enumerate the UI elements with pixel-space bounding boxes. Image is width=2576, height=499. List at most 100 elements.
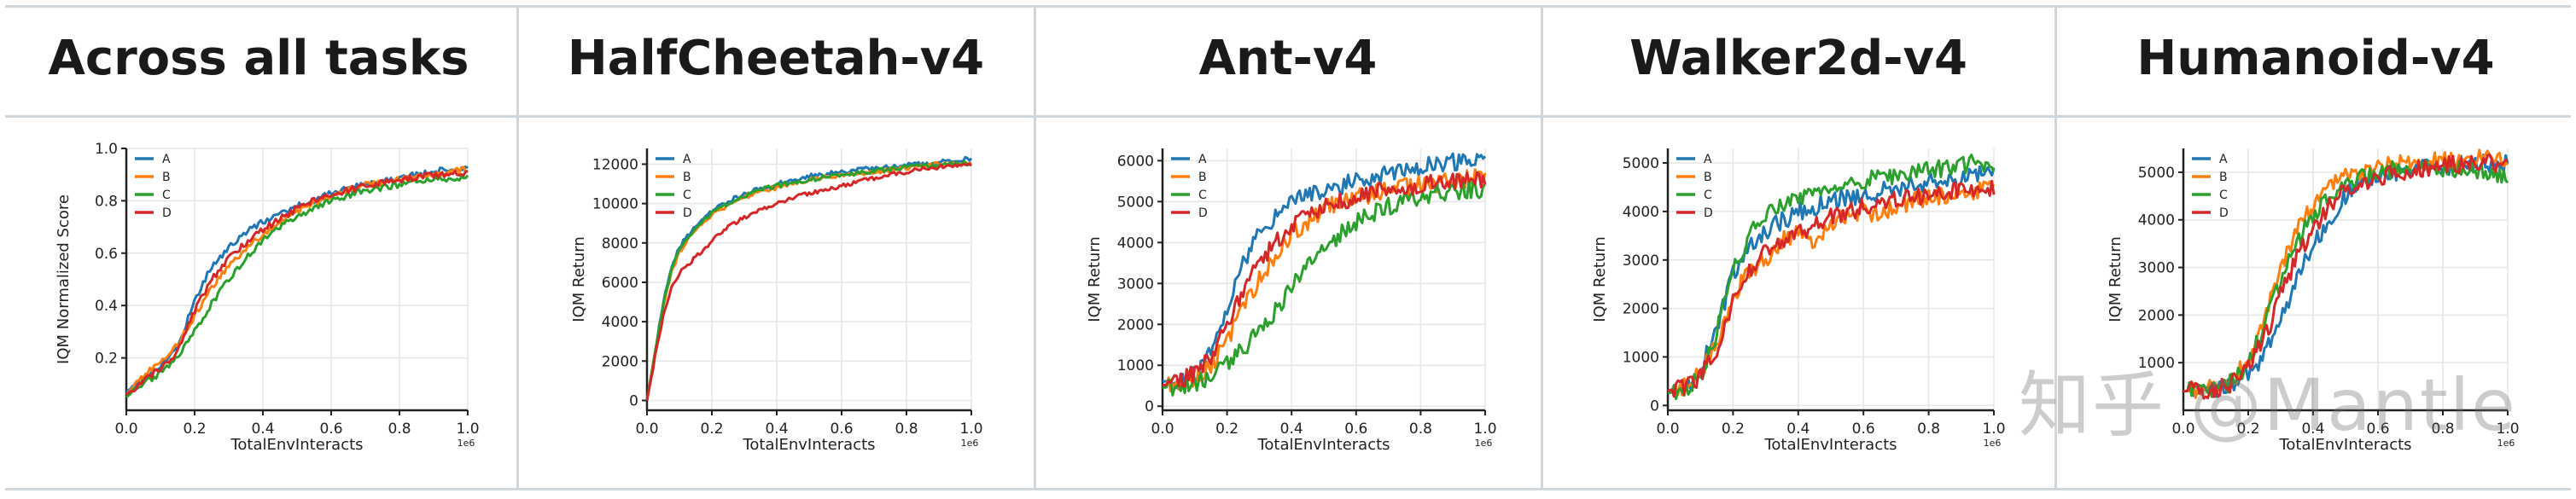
column-divider — [1034, 5, 1036, 490]
chart-panel: Ant-v4 0.0 0.2 0.4 0.6 0.8 1.0 0 1000 2000 3000 400… — [1034, 0, 1542, 496]
x-tick-label: 0.6 — [319, 421, 342, 438]
legend-label: C — [2219, 189, 2228, 202]
series-line-a — [1162, 152, 1487, 390]
y-tick-label: 5000 — [2138, 165, 2175, 182]
x-tick-label: 0.8 — [388, 421, 411, 438]
chart-area: 0.0 0.2 0.4 0.6 0.8 1.0 0 1000 2000 3000 4000 5000 1… — [1542, 116, 2055, 496]
x-axis-label: TotalEnvInteracts — [2278, 436, 2411, 454]
y-axis-label: IQM Normalized Score — [55, 194, 73, 364]
y-tick-label: 4000 — [602, 314, 638, 331]
y-tick-label: 0.8 — [95, 193, 118, 210]
series-line-d — [1667, 179, 1996, 398]
chart-title: Humanoid-v4 — [2136, 30, 2495, 86]
x-tick-label: 1.0 — [959, 421, 982, 438]
x-tick-label: 0.0 — [114, 421, 137, 438]
chart-title: Walker2d-v4 — [1629, 30, 1967, 86]
x-tick-label: 0.0 — [1151, 421, 1174, 438]
line-chart: 0.0 0.2 0.4 0.6 0.8 1.0 1000 2000 3000 4000 5000 1e… — [2107, 148, 2520, 454]
series-line-a — [645, 155, 973, 401]
bottom-border — [5, 488, 2571, 490]
header-divider — [5, 115, 2571, 118]
legend-label: D — [2219, 206, 2229, 220]
legend-label: C — [683, 189, 691, 202]
y-tick-label: 5000 — [1623, 155, 1659, 172]
legend-label: D — [683, 206, 692, 220]
y-tick-label: 1000 — [1623, 349, 1659, 366]
legend-label: C — [1198, 189, 1207, 202]
x-axis-label: TotalEnvInteracts — [1763, 436, 1897, 454]
x-tick-label: 0.0 — [1656, 421, 1679, 438]
series-line-c — [2183, 160, 2509, 398]
watermark-text: 知乎 @Mantle — [2019, 363, 2517, 447]
y-tick-label: 4000 — [1623, 204, 1659, 221]
series-line-d — [645, 162, 972, 401]
y-tick-label: 3000 — [1623, 252, 1659, 270]
column-divider — [2054, 5, 2057, 490]
chart-panel: Humanoid-v4 0.0 0.2 0.4 0.6 0.8 1.0 1000 2000 300… — [2055, 0, 2576, 496]
y-tick-label: 6000 — [602, 275, 638, 292]
y-tick-label: 2000 — [602, 353, 638, 370]
chart-area: 0.0 0.2 0.4 0.6 0.8 1.0 0 2000 4000 6000 8000 10000… — [517, 116, 1034, 496]
series-line-d — [2183, 153, 2509, 400]
chart-area: 0.0 0.2 0.4 0.6 0.8 1.0 0 1000 2000 3000 4000 5000 6… — [1034, 116, 1542, 496]
chart-panel: Across all tasks 0.0 0.2 0.4 0.6 0.8 1.0 0.2 0.4… — [0, 0, 517, 496]
chart-title: HalfCheetah-v4 — [567, 30, 985, 86]
x-axis-label: TotalEnvInteracts — [742, 436, 875, 454]
series-line-c — [1667, 154, 1996, 401]
y-axis-label: IQM Return — [570, 236, 588, 322]
chart-area: 0.0 0.2 0.4 0.6 0.8 1.0 0.2 0.4 0.6 0.8 1.0 1e6 Tota… — [0, 116, 517, 496]
column-divider — [516, 5, 519, 490]
x-exponent-label: 1e6 — [961, 438, 979, 449]
x-tick-label: 1.0 — [1473, 421, 1496, 438]
y-tick-label: 8000 — [602, 235, 638, 252]
legend-label: D — [1704, 206, 1713, 220]
x-tick-label: 0.8 — [1409, 421, 1432, 438]
x-tick-label: 0.4 — [251, 421, 274, 438]
line-chart: 0.0 0.2 0.4 0.6 0.8 1.0 0 1000 2000 3000 4000 5000 1… — [1591, 148, 2006, 454]
legend-label: A — [162, 153, 171, 166]
x-tick-label: 0.6 — [1852, 421, 1875, 438]
series-line-c — [645, 160, 972, 401]
chart-panel: Walker2d-v4 0.0 0.2 0.4 0.6 0.8 1.0 0 1000 2000 30… — [1542, 0, 2055, 496]
y-tick-label: 0.6 — [95, 246, 118, 263]
chart-area: 0.0 0.2 0.4 0.6 0.8 1.0 1000 2000 3000 4000 5000 1e… — [2055, 116, 2576, 496]
top-border — [5, 5, 2571, 8]
series-line-c — [1162, 179, 1486, 397]
y-tick-label: 10000 — [592, 196, 638, 213]
chart-panel: HalfCheetah-v4 0.0 0.2 0.4 0.6 0.8 1.0 0 2000 400… — [517, 0, 1034, 496]
y-tick-label: 0 — [1650, 397, 1659, 415]
x-tick-label: 0.4 — [1280, 421, 1303, 438]
x-tick-label: 0.4 — [765, 421, 788, 438]
x-tick-label: 0.4 — [1786, 421, 1810, 438]
x-tick-label: 0.0 — [2171, 421, 2194, 438]
column-divider — [1541, 5, 1543, 490]
legend-label: C — [1704, 189, 1712, 202]
legend-label: D — [1198, 206, 1208, 220]
x-exponent-label: 1e6 — [2497, 438, 2515, 449]
x-tick-label: 0.4 — [2301, 421, 2324, 438]
series-line-d — [125, 170, 469, 396]
legend-label: B — [1704, 171, 1712, 184]
legend-label: C — [162, 189, 171, 202]
x-exponent-label: 1e6 — [458, 438, 475, 449]
x-tick-label: 0.6 — [2366, 421, 2389, 438]
chart-title: Ant-v4 — [1198, 30, 1378, 86]
x-tick-label: 1.0 — [2496, 421, 2519, 438]
y-tick-label: 2000 — [1623, 301, 1659, 318]
legend-label: B — [1198, 171, 1207, 184]
x-exponent-label: 1e6 — [1475, 438, 1493, 449]
line-chart: 0.0 0.2 0.4 0.6 0.8 1.0 0 2000 4000 6000 8000 10000… — [570, 148, 983, 454]
x-tick-label: 1.0 — [456, 421, 479, 438]
y-tick-label: 12000 — [592, 156, 638, 173]
legend-label: A — [2219, 153, 2228, 166]
x-tick-label: 0.2 — [1215, 421, 1238, 438]
legend-label: B — [2219, 171, 2228, 184]
x-tick-label: 0.8 — [2431, 421, 2454, 438]
x-tick-label: 1.0 — [1982, 421, 2005, 438]
legend-label: A — [1704, 153, 1712, 166]
x-tick-label: 0.6 — [830, 421, 853, 438]
y-tick-label: 0.2 — [95, 351, 118, 368]
x-tick-label: 0.8 — [895, 421, 918, 438]
legend-label: B — [162, 171, 171, 184]
y-tick-label: 0 — [1145, 398, 1154, 415]
